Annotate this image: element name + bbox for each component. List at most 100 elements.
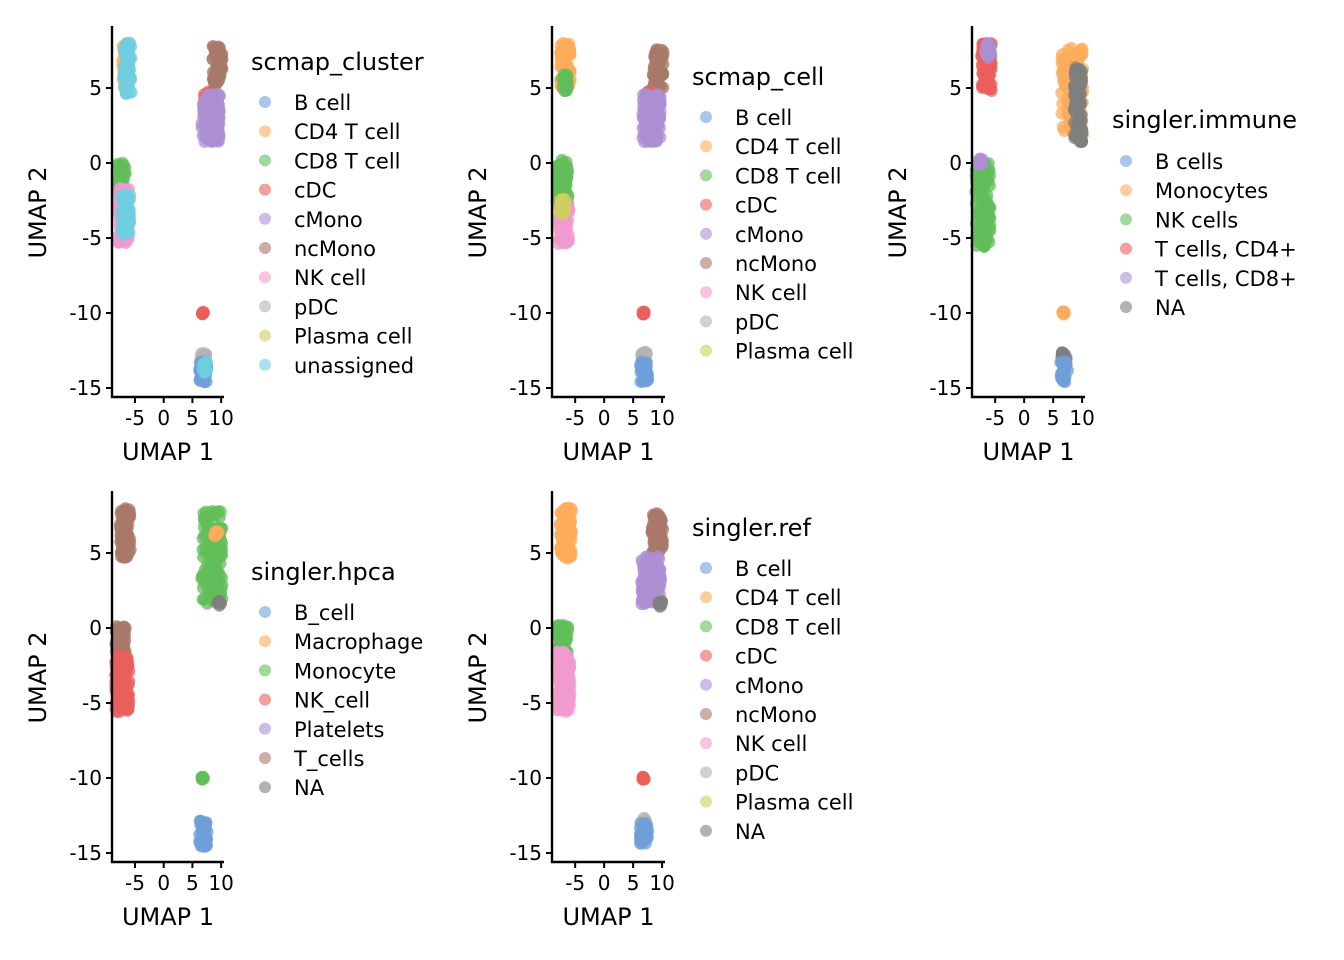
y-axis-title: UMAP 2 <box>24 166 52 258</box>
y-tick-label: 0 <box>949 151 962 175</box>
axis-line <box>970 26 1085 399</box>
scatter-point <box>636 131 649 144</box>
legend-label: CD8 T cell <box>735 164 842 188</box>
legend-swatch <box>259 781 271 794</box>
legend-swatch <box>700 649 712 662</box>
scatter-point <box>637 771 650 784</box>
scatter-point <box>635 359 648 372</box>
legend-label: NK cell <box>294 266 366 290</box>
scatter-point <box>981 209 994 223</box>
legend-label: Plasma cell <box>735 340 853 364</box>
y-tick-label: -5 <box>522 226 542 250</box>
x-tick-label: 10 <box>649 871 674 895</box>
scatter-point <box>649 529 662 542</box>
legend-label: NK cells <box>1155 208 1238 232</box>
scatter-point <box>557 204 570 217</box>
scatter-point <box>635 597 648 611</box>
scatter-point <box>209 572 222 585</box>
scatter-point <box>205 98 218 112</box>
x-tick-label: 5 <box>186 406 199 430</box>
x-axis-title: UMAP 1 <box>562 438 654 466</box>
x-tick-label: 10 <box>208 406 233 430</box>
scatter-point <box>196 593 209 606</box>
legend-swatch <box>700 824 712 837</box>
scatter-point <box>118 543 131 556</box>
scatter-point <box>1055 107 1068 120</box>
legend-swatch <box>700 198 712 211</box>
scatter-point <box>214 48 227 61</box>
legend-label: Monocyte <box>294 659 396 683</box>
x-axis-title: UMAP 1 <box>562 903 654 931</box>
scatter-point <box>213 595 226 608</box>
scatter-point <box>637 307 651 320</box>
legend-label: NA <box>294 776 325 800</box>
scatter-point <box>551 666 565 679</box>
y-axis-title: UMAP 2 <box>24 631 52 723</box>
scatter-point <box>560 160 573 173</box>
legend-label: pDC <box>735 310 779 334</box>
scatter-point <box>647 554 660 567</box>
x-tick-label: 10 <box>208 871 233 895</box>
legend-title: scmap_cell <box>692 63 824 91</box>
scatter-point <box>563 687 576 701</box>
y-tick-label: -15 <box>69 841 102 865</box>
legend-label: cMono <box>294 208 363 232</box>
legend-swatch <box>259 752 271 764</box>
legend-swatch <box>700 795 712 808</box>
scatter-point <box>112 684 126 698</box>
scatter-point <box>552 175 565 188</box>
y-tick-label: -15 <box>509 376 542 400</box>
y-tick-label: -5 <box>82 691 102 715</box>
scatter-point <box>565 526 578 539</box>
y-tick-label: 0 <box>529 151 542 175</box>
y-tick-label: -5 <box>82 226 102 250</box>
y-tick-label: -5 <box>522 691 542 715</box>
legend-swatch <box>700 737 712 750</box>
legend-label: ncMono <box>735 252 817 276</box>
scatter-point <box>983 63 997 76</box>
legend-label: T cells, CD8+ <box>1154 267 1297 291</box>
scatter-point <box>646 107 659 121</box>
scatter-point <box>200 364 213 378</box>
legend-swatch <box>700 678 712 691</box>
legend-label: CD8 T cell <box>294 149 401 173</box>
scatter-point <box>555 649 569 663</box>
x-tick-label: 5 <box>186 871 199 895</box>
axis-line <box>110 491 224 864</box>
legend-label: NK cell <box>735 281 807 305</box>
legend-swatch <box>259 183 271 196</box>
scatter-points <box>111 36 229 389</box>
scatter-point <box>634 375 647 388</box>
scatter-point <box>1057 366 1070 379</box>
legend: singler.hpca B_cell Macrophage Monocyte NK_c… <box>251 558 423 800</box>
legend-label: B cell <box>294 91 351 115</box>
x-tick-label: 0 <box>157 406 170 430</box>
x-axis-title: UMAP 1 <box>122 903 214 931</box>
scatter-point <box>123 226 136 240</box>
scatter-point <box>563 550 576 563</box>
legend-label: ncMono <box>735 703 817 727</box>
scatter-point <box>978 174 992 187</box>
legend-swatch <box>259 606 271 618</box>
scatter-point <box>984 39 997 52</box>
scatter-point <box>119 47 133 61</box>
scatter-point <box>555 54 568 67</box>
y-tick-label: -10 <box>509 301 542 325</box>
scatter-point <box>215 61 228 75</box>
legend-swatch <box>259 329 271 342</box>
legend-label: NA <box>1155 296 1186 320</box>
y-tick-label: -5 <box>942 226 962 250</box>
legend-label: CD4 T cell <box>294 120 401 144</box>
legend-swatch <box>259 271 271 284</box>
scatter-point <box>1076 48 1089 61</box>
scatter-point <box>199 131 213 145</box>
scatter-point <box>125 86 138 99</box>
scatter-point <box>1056 120 1070 134</box>
legend-swatch <box>700 140 712 153</box>
legend-title: singler.immune <box>1112 106 1297 134</box>
legend-label: T cells, CD4+ <box>1154 238 1297 262</box>
x-tick-label: 5 <box>627 406 640 430</box>
scatter-point <box>115 513 129 526</box>
